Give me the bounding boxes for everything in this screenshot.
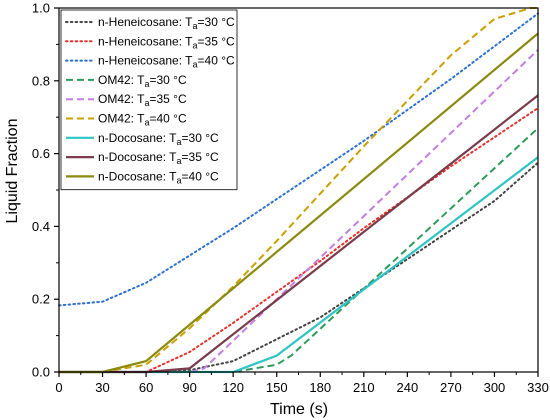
x-tick-label: 60 (139, 380, 153, 395)
series-line-6 (59, 7, 538, 373)
x-tick-label: 90 (182, 380, 196, 395)
x-tick-label: 30 (95, 380, 109, 395)
x-tick-label: 270 (440, 380, 462, 395)
x-tick-label: 150 (266, 380, 288, 395)
axes-layer: 0 30 60 90 120 150 180 210 240 270 300 330 0.0 0.2 0.4… (32, 1, 549, 396)
legend-label: OM42: Ta=35 °C (98, 92, 187, 108)
x-tick-label: 120 (222, 380, 244, 395)
legend-label: n-Docosane: Ta=40 °C (98, 169, 219, 185)
x-axis-title: Time (s) (270, 401, 328, 418)
legend-label: n-Heneicosane: Ta=30 °C (98, 15, 235, 31)
legend-label: n-Docosane: Ta=30 °C (98, 131, 219, 147)
legend-label: OM42: Ta=30 °C (98, 73, 187, 89)
legend-label: n-Heneicosane: Ta=35 °C (98, 34, 235, 50)
x-tick-label: 210 (353, 380, 375, 395)
x-tick-label: 300 (484, 380, 506, 395)
y-tick-label: 1.0 (32, 1, 50, 16)
x-tick-label: 240 (397, 380, 419, 395)
y-tick-label: 0.4 (32, 219, 50, 234)
y-tick-label: 0.8 (32, 73, 50, 88)
y-tick-label: 0.0 (32, 365, 50, 380)
y-axis-title: Liquid Fraction (4, 119, 21, 224)
series-line-3 (58, 12, 539, 307)
legend: n-Heneicosane: Ta=30 °C n-Heneicosane: Ta… (60, 9, 238, 191)
legend-label: n-Heneicosane: Ta=40 °C (98, 54, 235, 70)
x-tick-label: 330 (527, 380, 549, 395)
legend-label: n-Docosane: Ta=35 °C (98, 150, 219, 166)
x-tick-label: 0 (55, 380, 62, 395)
x-tick-label: 180 (309, 380, 331, 395)
series-line-1 (58, 161, 539, 373)
y-tick-label: 0.2 (32, 292, 50, 307)
legend-label: OM42: Ta=40 °C (98, 112, 187, 128)
y-tick-label: 0.6 (32, 146, 50, 161)
